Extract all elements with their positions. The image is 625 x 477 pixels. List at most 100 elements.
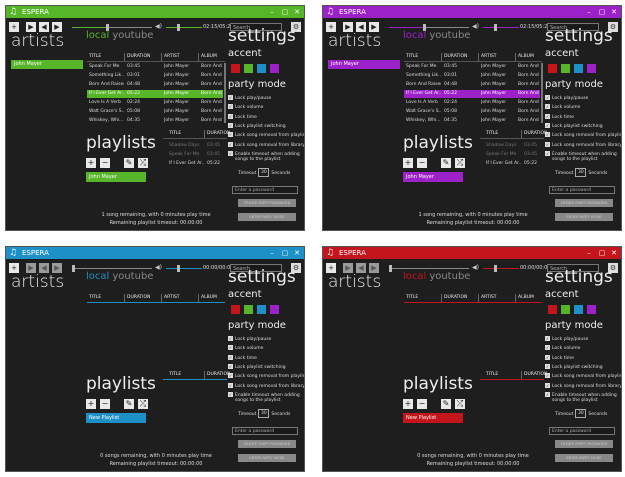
table-row[interactable]: Walt Grace's S... 05:08 John Mayer Born And <box>404 108 540 116</box>
artist-list-item[interactable]: John Mayer <box>328 60 400 69</box>
accent-swatch[interactable] <box>244 64 253 73</box>
volume-thumb[interactable] <box>176 24 180 31</box>
checkbox-box[interactable]: ✓ <box>545 95 550 100</box>
search-input[interactable]: Search <box>547 23 599 31</box>
add-button[interactable]: + <box>9 263 19 273</box>
tab-youtube[interactable]: youtube <box>112 271 154 282</box>
close-button[interactable]: ✕ <box>611 8 617 16</box>
password-input[interactable]: Enter a password <box>549 427 615 435</box>
party-option-checkbox[interactable]: ✓ Lock playlist switching <box>545 363 603 370</box>
volume-thumb[interactable] <box>493 24 497 31</box>
next-button[interactable]: ▶ <box>369 263 379 273</box>
previous-button[interactable]: ◀ <box>356 22 366 32</box>
volume-icon[interactable]: ◀) <box>472 23 479 30</box>
column-header[interactable]: ARTIST <box>481 54 497 59</box>
title-bar[interactable]: ♫ ESPERA – ▢ ✕ <box>6 6 304 18</box>
tab-local[interactable]: local <box>403 271 427 282</box>
column-header[interactable]: TITLE <box>89 54 102 59</box>
column-header[interactable]: DURATION <box>444 54 468 59</box>
column-header[interactable]: DURATION <box>127 54 151 59</box>
enter-party-mode-button[interactable]: ENTER PARTY MODE <box>238 454 296 462</box>
checkbox-box[interactable]: ✓ <box>228 373 233 379</box>
maximize-button[interactable]: ▢ <box>281 249 289 257</box>
accent-swatch[interactable] <box>231 305 240 314</box>
gear-icon[interactable]: ⚙ <box>608 263 618 273</box>
table-row[interactable]: Something Lik... 03:01 John Mayer Born And <box>87 72 223 80</box>
party-option-checkbox[interactable]: ✓ Lock playlist switching <box>228 363 286 370</box>
add-button[interactable]: + <box>326 22 336 32</box>
table-row[interactable]: Something Lik... 03:01 John Mayer Born And <box>404 72 540 80</box>
queue-row[interactable]: Shadow Days 03:45 <box>163 142 227 150</box>
volume-thumb[interactable] <box>493 265 497 272</box>
queue-row[interactable]: Speak For Me 03:45 <box>480 151 544 159</box>
checkbox-box[interactable]: ✓ <box>545 363 550 369</box>
previous-button[interactable]: ◀ <box>39 22 49 32</box>
checkbox-box[interactable]: ✓ <box>228 95 233 100</box>
enter-party-mode-button[interactable]: ENTER PARTY MODE <box>555 454 613 462</box>
checkbox-box[interactable]: ✓ <box>228 122 233 128</box>
party-option-checkbox[interactable]: ✓ Lock play/pause <box>228 95 271 101</box>
party-option-checkbox[interactable]: ✓ Lock time <box>228 113 257 120</box>
checkbox-box[interactable]: ✓ <box>545 113 550 119</box>
tab-local[interactable]: local <box>86 271 110 282</box>
tab-local[interactable]: local <box>86 30 110 41</box>
table-row[interactable]: Speak For Me 03:45 John Mayer Born And <box>87 63 223 71</box>
search-input[interactable]: Search <box>547 264 599 272</box>
accent-swatch[interactable] <box>231 64 240 73</box>
checkbox-box[interactable]: ✓ <box>545 150 550 156</box>
seek-slider[interactable] <box>72 24 152 31</box>
volume-icon[interactable]: ◀) <box>155 23 162 30</box>
accent-swatch[interactable] <box>561 305 570 314</box>
accent-swatch[interactable] <box>257 305 266 314</box>
timeout-input[interactable]: 30 <box>575 168 587 177</box>
party-option-checkbox[interactable]: ✓ Lock song removal from playlist <box>228 373 304 379</box>
tab-youtube[interactable]: youtube <box>429 30 471 41</box>
create-password-button[interactable]: CREATE PARTY PASSWORD <box>238 440 296 448</box>
party-option-checkbox[interactable]: ✓ Lock playlist switching <box>545 122 603 129</box>
table-row[interactable]: If I Ever Get Ar... 05:22 John Mayer Born A… <box>87 90 223 98</box>
party-option-checkbox[interactable]: ✓ Lock song removal from library <box>545 141 621 148</box>
checkbox-box[interactable]: ✓ <box>228 113 233 119</box>
column-header[interactable]: TITLE <box>169 372 182 377</box>
checkbox-box[interactable]: ✓ <box>228 382 233 388</box>
checkbox-box[interactable]: ✓ <box>228 391 233 397</box>
party-option-checkbox[interactable]: ✓ Enable timeout when adding <box>228 150 300 157</box>
checkbox-box[interactable]: ✓ <box>228 363 233 369</box>
volume-icon[interactable]: ◀) <box>472 264 479 271</box>
gear-icon[interactable]: ⚙ <box>291 263 301 273</box>
next-button[interactable]: ▶ <box>52 263 62 273</box>
checkbox-box[interactable]: ✓ <box>228 345 233 351</box>
volume-slider[interactable] <box>483 24 519 31</box>
column-header[interactable]: ALBUM <box>201 54 217 59</box>
party-option-checkbox[interactable]: ✓ Lock playlist switching <box>228 122 286 129</box>
add-playlist-button[interactable]: + <box>403 158 413 168</box>
close-button[interactable]: ✕ <box>294 8 300 16</box>
party-option-checkbox[interactable]: ✓ Lock song removal from library <box>545 382 621 389</box>
party-option-checkbox[interactable]: ✓ Lock volume <box>545 345 580 351</box>
play-button[interactable]: ▶ <box>26 263 36 273</box>
minimize-button[interactable]: – <box>587 8 591 16</box>
column-header[interactable]: ALBUM <box>518 54 534 59</box>
party-option-checkbox[interactable]: ✓ Lock play/pause <box>545 336 588 342</box>
table-row[interactable]: Born And Raised 04:48 John Mayer Born And <box>404 81 540 89</box>
party-option-checkbox[interactable]: ✓ Enable timeout when adding <box>228 391 300 398</box>
accent-swatch[interactable] <box>561 64 570 73</box>
next-button[interactable]: ▶ <box>52 22 62 32</box>
play-button[interactable]: ▶ <box>343 263 353 273</box>
minimize-button[interactable]: – <box>270 249 274 257</box>
volume-slider[interactable] <box>166 265 202 272</box>
column-header[interactable]: TITLE <box>89 295 102 300</box>
search-input[interactable]: Search <box>230 264 282 272</box>
column-header[interactable]: DURATION <box>444 295 468 300</box>
add-button[interactable]: + <box>9 22 19 32</box>
checkbox-box[interactable]: ✓ <box>545 345 550 351</box>
playlist-item[interactable]: New Playlist <box>86 413 146 423</box>
party-option-checkbox[interactable]: ✓ Lock song removal from playlist <box>545 132 621 138</box>
party-option-checkbox[interactable]: ✓ Lock play/pause <box>545 95 588 101</box>
shuffle-button[interactable]: ⤮ <box>455 399 465 409</box>
maximize-button[interactable]: ▢ <box>598 8 606 16</box>
songs-scrollbar[interactable] <box>541 63 543 123</box>
column-header[interactable]: DURATION <box>207 372 231 377</box>
accent-swatch[interactable] <box>574 305 583 314</box>
column-header[interactable]: ALBUM <box>201 295 217 300</box>
